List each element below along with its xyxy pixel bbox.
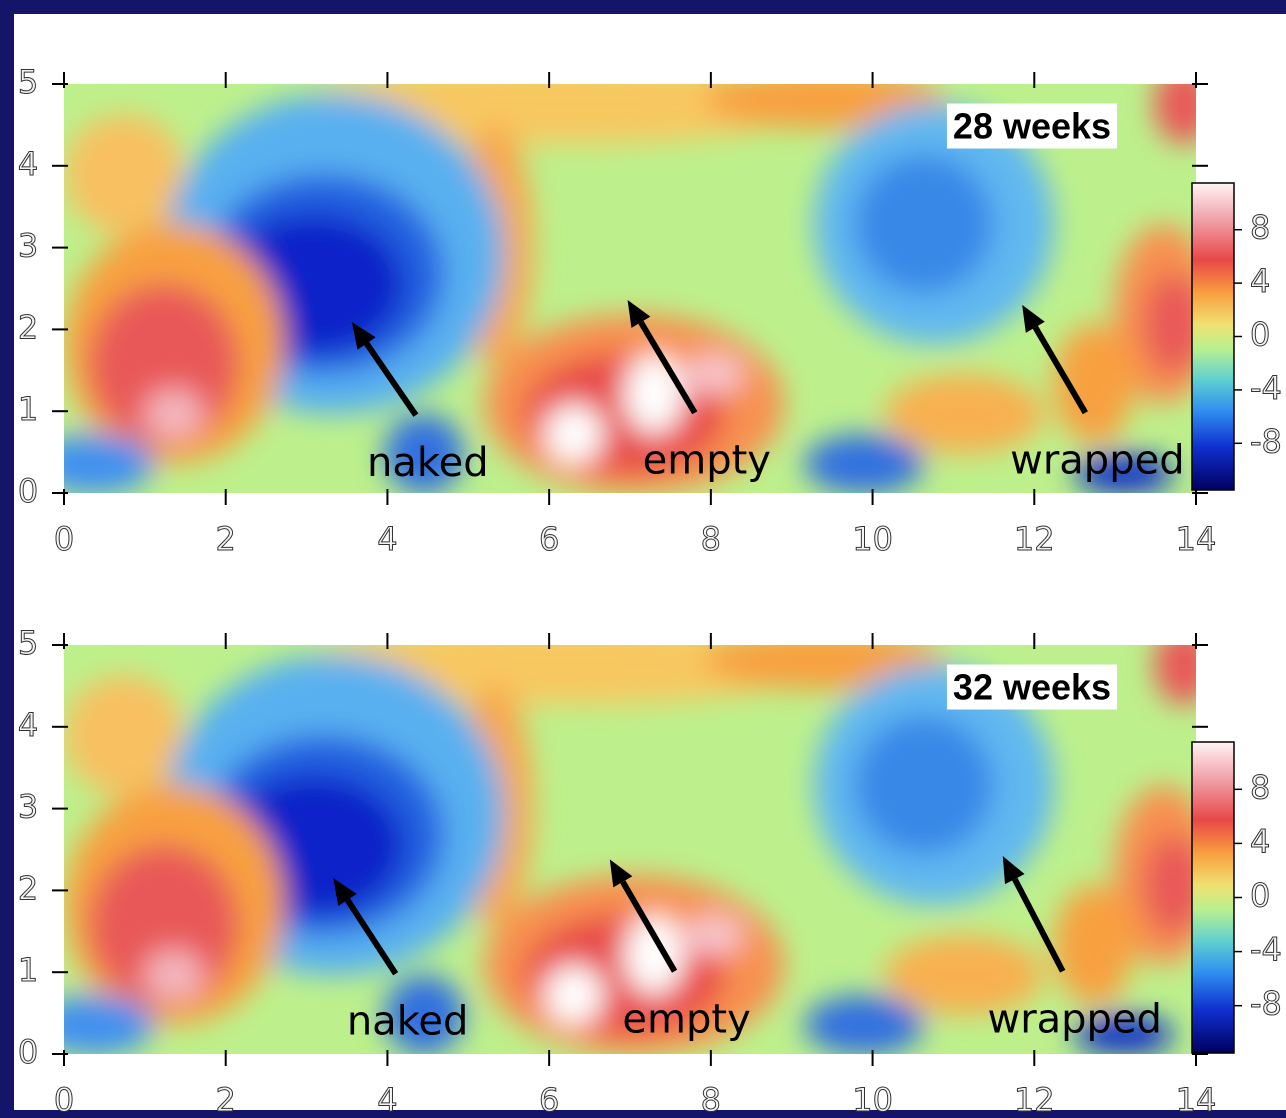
x-tick-label: 4 [377,1081,397,1118]
colorbar [1191,741,1235,1054]
x-tick-label: 14 [1176,1081,1217,1118]
annotation-text: wrapped [1010,438,1184,484]
annotation-arrowhead [1002,856,1025,885]
x-tick-label: 10 [852,1081,893,1118]
x-tick-label: 2 [216,1081,236,1118]
annotation-arrow [638,320,698,415]
x-tick-label: 8 [701,1081,721,1118]
annotation-arrow [1032,325,1088,415]
annotation-text: naked [367,440,489,486]
x-tick-label: 12 [1014,1081,1055,1118]
annotation-arrowhead [333,878,357,906]
annotation-arrowhead [627,299,651,328]
y-tick-label: 1 [18,951,38,989]
annotation-arrowhead [351,322,376,350]
x-tick-label: 4 [377,520,397,558]
x-tick-label: 10 [852,520,893,558]
y-tick-label: 0 [18,472,38,510]
annotation-arrowhead [609,859,633,888]
y-tick-label: 3 [18,788,38,826]
panel-label-box [946,664,1118,710]
y-tick-label: 2 [18,308,38,346]
y-tick-label: 0 [18,1033,38,1071]
annotation-text: empty [643,438,771,484]
x-tick-label: 14 [1176,520,1217,558]
colorbar-tick-label: 8 [1250,768,1270,806]
annotation-text: empty [622,996,750,1042]
panel-label-text: 32 weeks [953,667,1111,708]
y-tick-label: 5 [18,624,38,662]
annotation-arrow [620,880,678,973]
colorbar-tick-label: 0 [1250,877,1270,915]
y-tick-label: 5 [18,63,38,101]
colorbar-tick-label: -8 [1250,422,1282,460]
annotation-arrow [364,341,419,417]
annotation-arrow [344,898,399,976]
colorbar-tick-label: 0 [1250,316,1270,354]
colorbar-tick-label: -4 [1250,369,1282,407]
x-tick-label: 0 [54,520,74,558]
colorbar-tick-label: 8 [1250,209,1270,247]
colorbar [1191,182,1235,491]
panel-label-text: 28 weeks [953,106,1111,147]
y-tick-label: 4 [18,145,38,183]
annotation-text: naked [347,999,469,1045]
panel-label: 32 weeks [946,664,1118,710]
y-tick-label: 2 [18,869,38,907]
x-tick-label: 12 [1014,520,1055,558]
x-tick-label: 6 [539,520,559,558]
colorbar-tick-label: -4 [1250,931,1282,969]
x-tick-label: 2 [216,520,236,558]
colorbar-tick-label: -8 [1250,985,1282,1023]
x-tick-label: 0 [54,1081,74,1118]
y-tick-label: 1 [18,390,38,428]
colorbar-tick-label: 4 [1250,262,1270,300]
panel-label-box [946,103,1118,149]
x-tick-label: 6 [539,1081,559,1118]
colorbar-tick-label: 4 [1250,822,1270,860]
x-tick-label: 8 [701,520,721,558]
panel-label: 28 weeks [946,103,1118,149]
annotation-arrowhead [1022,304,1045,333]
y-tick-label: 4 [18,706,38,744]
y-tick-label: 3 [18,227,38,265]
annotation-text: wrapped [987,996,1161,1042]
annotation-arrow [1012,877,1066,973]
